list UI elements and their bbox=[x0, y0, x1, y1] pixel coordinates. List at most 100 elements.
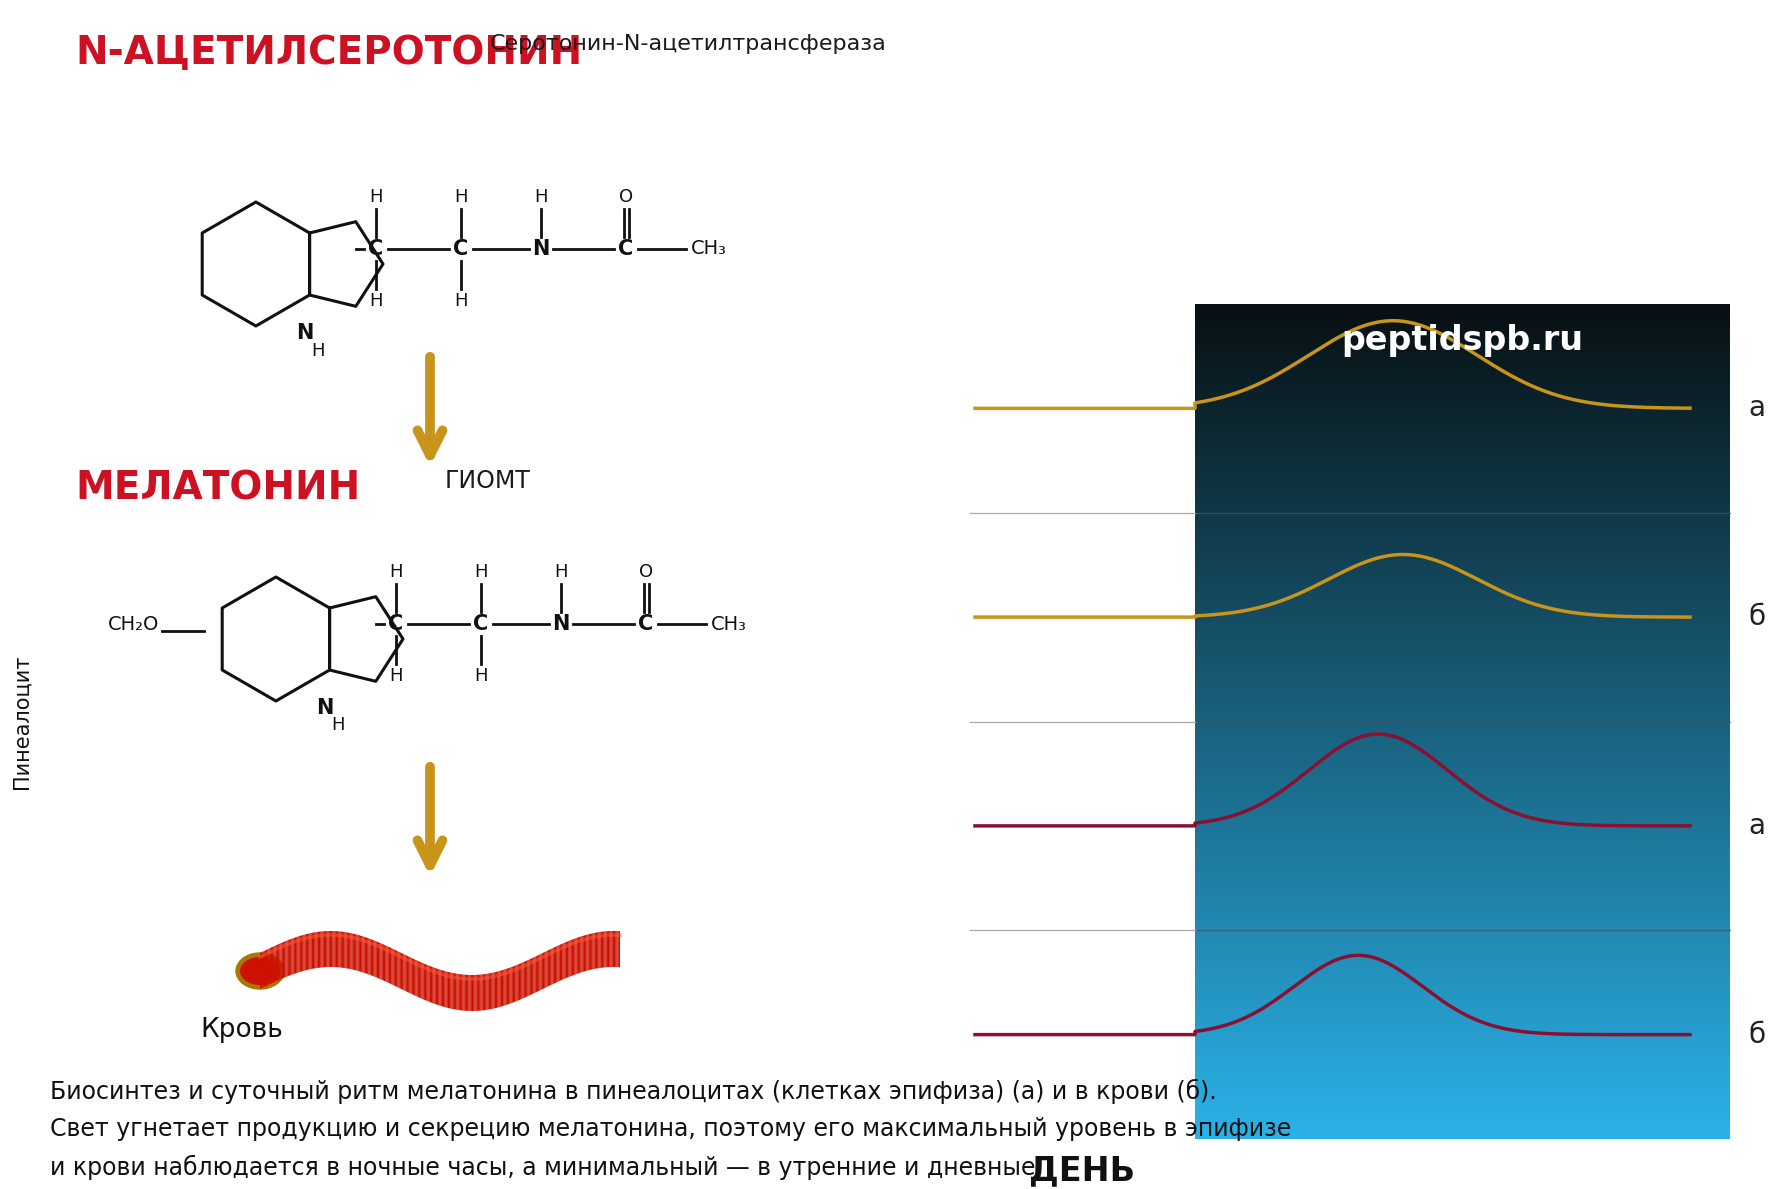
Bar bbox=[1194, 926, 1731, 929]
Bar bbox=[1194, 853, 1731, 855]
Bar bbox=[1194, 828, 1731, 830]
Bar bbox=[1194, 510, 1731, 512]
Bar bbox=[1194, 578, 1731, 579]
Bar bbox=[1194, 807, 1731, 810]
Text: CH₃: CH₃ bbox=[691, 239, 727, 258]
Bar bbox=[1194, 669, 1731, 672]
Bar bbox=[1194, 338, 1731, 340]
Bar bbox=[1194, 1037, 1731, 1039]
Bar bbox=[1194, 1072, 1731, 1075]
Text: H: H bbox=[389, 564, 403, 581]
Bar bbox=[1194, 813, 1731, 816]
Bar bbox=[1194, 526, 1731, 528]
Bar bbox=[1194, 561, 1731, 562]
Bar bbox=[1194, 586, 1731, 587]
Bar bbox=[1194, 895, 1731, 897]
Text: H: H bbox=[455, 188, 467, 206]
Bar bbox=[1194, 402, 1731, 404]
Bar bbox=[1194, 1028, 1731, 1031]
Bar bbox=[1194, 394, 1731, 396]
Bar bbox=[1194, 571, 1731, 573]
Bar bbox=[1194, 999, 1731, 1001]
Bar bbox=[1194, 995, 1731, 998]
Bar bbox=[1194, 1106, 1731, 1108]
Bar bbox=[1194, 960, 1731, 962]
Bar bbox=[1194, 354, 1731, 357]
Text: O: O bbox=[618, 188, 633, 206]
Bar bbox=[1194, 891, 1731, 893]
Bar bbox=[1194, 1015, 1731, 1018]
Bar bbox=[1194, 794, 1731, 797]
Bar bbox=[1194, 945, 1731, 946]
Bar bbox=[1194, 609, 1731, 611]
Bar bbox=[1194, 824, 1731, 826]
Bar bbox=[1194, 1062, 1731, 1064]
Bar bbox=[1194, 379, 1731, 382]
Bar bbox=[1194, 1065, 1731, 1068]
Bar bbox=[1194, 308, 1731, 310]
Bar bbox=[1194, 699, 1731, 700]
Bar bbox=[1194, 1020, 1731, 1023]
Bar bbox=[1194, 496, 1731, 498]
Bar bbox=[1194, 457, 1731, 459]
Bar bbox=[1194, 476, 1731, 477]
Bar bbox=[1194, 600, 1731, 603]
Bar bbox=[1194, 805, 1731, 807]
Text: N: N bbox=[531, 239, 549, 259]
Bar bbox=[1194, 1083, 1731, 1084]
Bar bbox=[1194, 832, 1731, 835]
Bar bbox=[1194, 452, 1731, 454]
Bar bbox=[1194, 761, 1731, 763]
Bar bbox=[1194, 899, 1731, 901]
Bar bbox=[1194, 707, 1731, 709]
Bar bbox=[1194, 819, 1731, 822]
Bar bbox=[1194, 732, 1731, 734]
Text: H: H bbox=[331, 717, 345, 735]
Bar bbox=[1194, 391, 1731, 394]
Bar bbox=[1194, 866, 1731, 868]
Bar bbox=[1194, 1095, 1731, 1097]
Bar bbox=[1194, 838, 1731, 841]
Text: H: H bbox=[554, 564, 567, 581]
Bar bbox=[1194, 498, 1731, 501]
Bar bbox=[1194, 749, 1731, 750]
Bar bbox=[1194, 938, 1731, 940]
Bar bbox=[1194, 440, 1731, 442]
Bar bbox=[1194, 604, 1731, 606]
Bar bbox=[1194, 590, 1731, 592]
Bar bbox=[1194, 350, 1731, 352]
Bar bbox=[1194, 502, 1731, 504]
Bar bbox=[1194, 304, 1731, 306]
Bar bbox=[1194, 642, 1731, 644]
Bar bbox=[1194, 876, 1731, 877]
Bar bbox=[1194, 459, 1731, 460]
Bar bbox=[1194, 369, 1731, 371]
Bar bbox=[1194, 507, 1731, 509]
Text: H: H bbox=[455, 292, 467, 310]
Bar bbox=[1194, 843, 1731, 844]
Bar bbox=[1194, 400, 1731, 402]
Bar bbox=[1194, 904, 1731, 905]
Bar bbox=[1194, 724, 1731, 725]
Bar bbox=[1194, 659, 1731, 661]
Bar bbox=[1194, 383, 1731, 385]
Bar bbox=[1194, 1043, 1731, 1045]
Bar bbox=[1194, 528, 1731, 529]
Bar bbox=[1194, 741, 1731, 742]
Bar bbox=[1194, 738, 1731, 741]
Text: O: O bbox=[638, 564, 652, 581]
Bar bbox=[1194, 523, 1731, 526]
Bar bbox=[1194, 918, 1731, 920]
Bar bbox=[1194, 849, 1731, 851]
Bar bbox=[1194, 435, 1731, 438]
Bar bbox=[1194, 971, 1731, 974]
Bar bbox=[1194, 872, 1731, 874]
Bar bbox=[1194, 615, 1731, 617]
Text: N: N bbox=[316, 698, 334, 718]
Bar bbox=[1194, 487, 1731, 490]
Bar bbox=[1194, 451, 1731, 452]
Bar bbox=[1194, 901, 1731, 904]
Bar bbox=[1194, 916, 1731, 918]
Bar bbox=[1194, 673, 1731, 675]
Bar bbox=[1194, 332, 1731, 333]
